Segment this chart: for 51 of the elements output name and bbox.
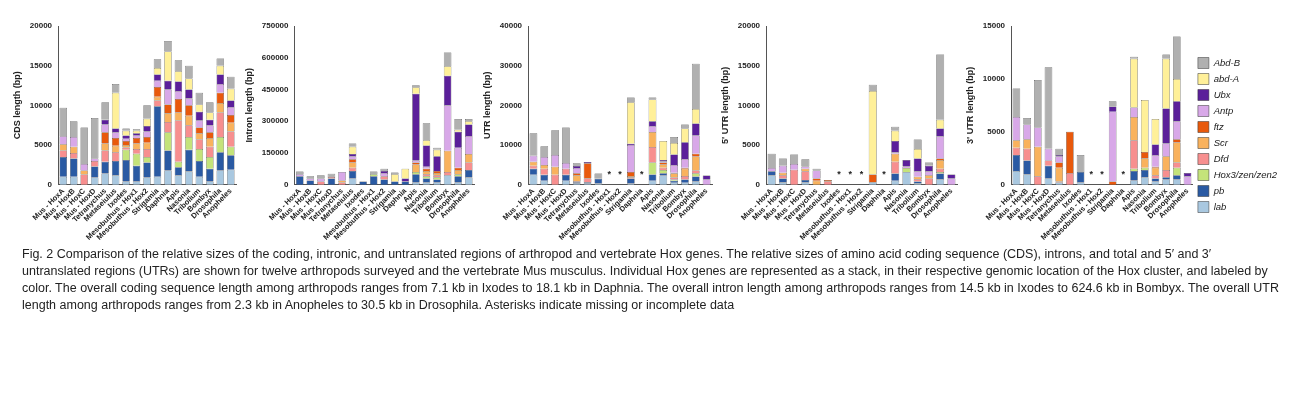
y-tick-label: 0 — [47, 179, 53, 189]
annotation: * — [848, 168, 853, 179]
y-tick-label: 5000 — [34, 140, 53, 150]
y-axis-title: 5' UTR length (bp) — [719, 66, 730, 144]
y-tick-label: 5000 — [742, 140, 761, 150]
y-tick-label: 5000 — [987, 127, 1006, 137]
y-tick-label: 30000 — [499, 60, 523, 70]
y-axis-title: 3' UTR length (bp) — [964, 66, 975, 144]
y-axis-title: UTR length (bp) — [481, 71, 492, 140]
annotation: * — [639, 168, 644, 179]
y-tick-label: 10000 — [29, 100, 53, 110]
y-tick-label: 40000 — [499, 21, 523, 31]
annotation: * — [1121, 168, 1126, 179]
annotation: * — [618, 168, 623, 179]
y-tick-label: 300000 — [261, 116, 290, 126]
legend-label: ftz — [1213, 120, 1224, 132]
y-tick-label: 20000 — [499, 100, 523, 110]
legend-label: Dfd — [1213, 152, 1230, 164]
y-tick-label: 10000 — [499, 140, 523, 150]
legend-label: abd-A — [1213, 72, 1239, 84]
y-axis-title: CDS length (bp) — [11, 71, 22, 140]
y-tick-label: 0 — [284, 179, 290, 189]
y-tick-label: 20000 — [29, 21, 53, 31]
y-tick-label: 750000 — [261, 21, 290, 31]
annotation: * — [1100, 168, 1105, 179]
annotation: * — [837, 168, 842, 179]
legend-label: lab — [1213, 200, 1227, 212]
annotation: * — [882, 168, 887, 179]
y-tick-label: 10000 — [737, 100, 761, 110]
annotation: * — [607, 168, 612, 179]
y-tick-label: 15000 — [982, 21, 1006, 31]
y-tick-label: 450000 — [261, 84, 290, 94]
y-tick-label: 0 — [1000, 179, 1006, 189]
y-tick-label: 15000 — [29, 60, 53, 70]
annotation: * — [1089, 168, 1094, 179]
annotation: * — [859, 168, 864, 179]
y-tick-label: 150000 — [261, 148, 290, 158]
y-axis-title: Intron length (bp) — [243, 68, 254, 143]
y-tick-label: 15000 — [737, 60, 761, 70]
legend-label: Abd-B — [1212, 56, 1241, 68]
y-tick-label: 20000 — [737, 21, 761, 31]
legend-label: Scr — [1213, 136, 1229, 148]
caption: Fig. 2 Comparison of the relative sizes of the coding, intronic, and untranslated regions of arthropod and vertebrate Hox genes. The relative sizes of amino acid coding sequence (CDS), introns, and total and 5′ and 3′ untranslated regions (UTRs) are shown for twelve arthropods surveyed and the vertebrate Mus musculus. Individual Hox genes are represented as a stack, in their respective genomic location of the Hox cluster, and labeled by color. The overall coding sequence length among arthropods ranges from 7.1 kb in Ixodes to 18.1 kb in Daphnia. The overall intron length among arthropods ranges from 14.5 kb in Ixodes to 624.6 kb in Bombyx. The overall UTR length among arthropods ranges from 2.3 kb in Anopheles to 30.5 kb in Drosophila. Asterisks indicate missing or incomplete data — [22, 246, 1279, 314]
legend-label: pb — [1212, 184, 1225, 196]
y-tick-label: 0 — [755, 179, 761, 189]
y-tick-label: 600000 — [261, 52, 290, 62]
legend-label: Hox3/zen/zen2 — [1213, 168, 1278, 180]
legend-label: Ubx — [1213, 88, 1232, 100]
y-tick-label: 0 — [517, 179, 523, 189]
y-tick-label: 10000 — [982, 74, 1006, 84]
legend-label: Antp — [1212, 104, 1234, 116]
